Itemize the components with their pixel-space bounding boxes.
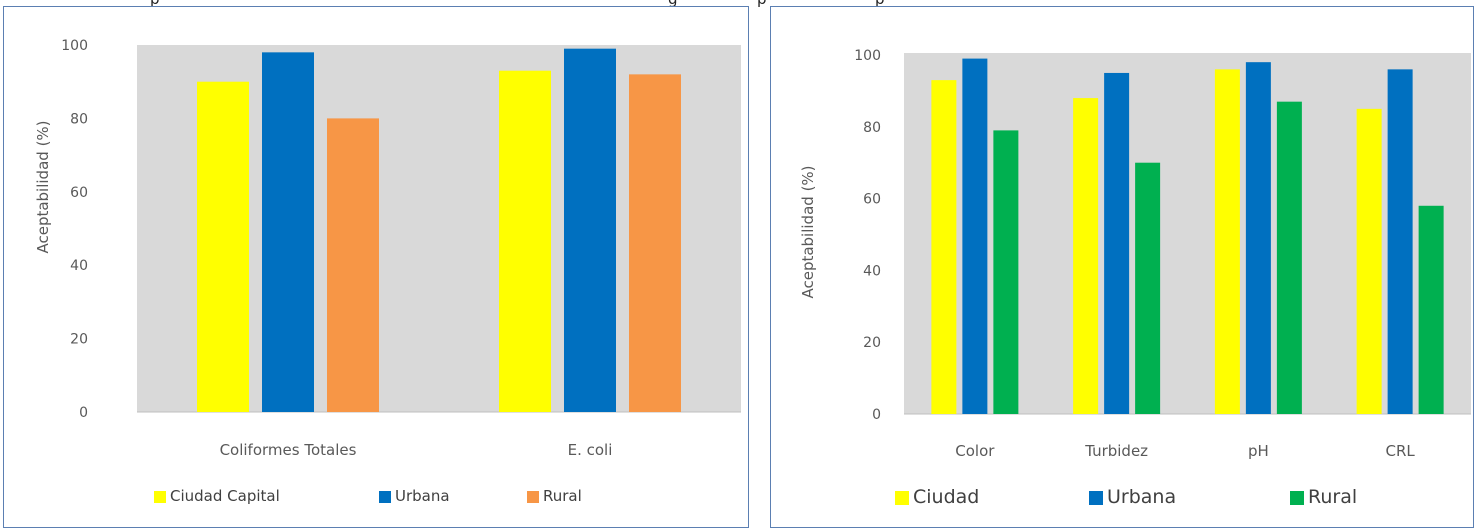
legend-label: Rural: [1308, 486, 1357, 508]
bar-urbana: [1245, 62, 1271, 415]
bar-urbana: [262, 52, 314, 413]
bar-urbana: [564, 48, 616, 413]
bar-urbana: [1387, 69, 1413, 415]
bar-rural: [1276, 101, 1302, 415]
y-tick-label: 60: [863, 192, 881, 208]
x-category-label: Color: [955, 442, 995, 460]
x-category-label: Coliformes Totales: [220, 441, 357, 459]
caption-fragment: p: [757, 0, 767, 8]
bar-urbana: [962, 58, 988, 415]
bar-rural: [327, 118, 379, 413]
x-category-label: E. coli: [568, 441, 613, 459]
legend-swatch: [1290, 491, 1304, 505]
bar-urbana: [1104, 72, 1130, 414]
caption-fragment: p: [150, 0, 160, 8]
bar-ciudad: [1214, 69, 1240, 415]
legend-label: Urbana: [395, 487, 450, 505]
bar-ciudad-capital: [197, 81, 249, 412]
bar-ciudad-capital: [499, 70, 551, 412]
bar-rural: [993, 130, 1019, 414]
caption-fragment: g: [668, 0, 678, 8]
y-tick-label: 20: [70, 332, 88, 348]
chart-panel-microbiological: 0 20 40 60 80 100 Aceptabilidad (%) Coliformes …: [3, 6, 749, 528]
y-tick-label: 20: [863, 335, 881, 351]
bar-rural: [1135, 162, 1161, 414]
y-tick-label: 40: [863, 263, 881, 279]
x-category-label: Turbidez: [1084, 442, 1148, 460]
bar-chart-microbiological: 0 20 40 60 80 100 Aceptabilidad (%) Coliformes …: [34, 38, 741, 505]
legend-label: Ciudad: [913, 486, 979, 508]
legend-swatch: [154, 491, 166, 503]
y-tick-label: 0: [79, 405, 88, 421]
y-tick-label: 80: [863, 120, 881, 136]
bar-rural: [1418, 205, 1444, 414]
y-tick-label: 100: [854, 48, 881, 64]
legend-label: Urbana: [1107, 486, 1176, 508]
plot-area: [904, 53, 1471, 414]
legend-swatch: [1089, 491, 1103, 505]
x-category-label: CRL: [1385, 442, 1415, 460]
caption-cut-off: p g p p: [0, 0, 1478, 8]
bar-ciudad: [1073, 98, 1099, 414]
legend-swatch: [379, 491, 391, 503]
bar-rural: [629, 74, 681, 413]
y-tick-label: 80: [70, 111, 88, 127]
legend-swatch: [527, 491, 539, 503]
bar-ciudad: [1356, 108, 1382, 414]
caption-fragment: p: [875, 0, 885, 8]
y-tick-label: 0: [872, 407, 881, 423]
bar-chart-physicochemical: 0 20 40 60 80 100 Aceptabilidad (%) Color Turbid…: [799, 48, 1471, 508]
y-tick-label: 100: [61, 38, 88, 54]
chart-panel-physicochemical: 0 20 40 60 80 100 Aceptabilidad (%) Color Turbid…: [770, 6, 1474, 528]
y-tick-label: 60: [70, 185, 88, 201]
y-axis-label: Aceptabilidad (%): [34, 120, 52, 253]
y-axis-label: Aceptabilidad (%): [799, 165, 817, 298]
x-category-label: pH: [1248, 442, 1269, 460]
y-tick-label: 40: [70, 258, 88, 274]
legend-label: Ciudad Capital: [170, 487, 280, 505]
legend-label: Rural: [543, 487, 582, 505]
legend-swatch: [895, 491, 909, 505]
bar-ciudad: [931, 80, 957, 414]
